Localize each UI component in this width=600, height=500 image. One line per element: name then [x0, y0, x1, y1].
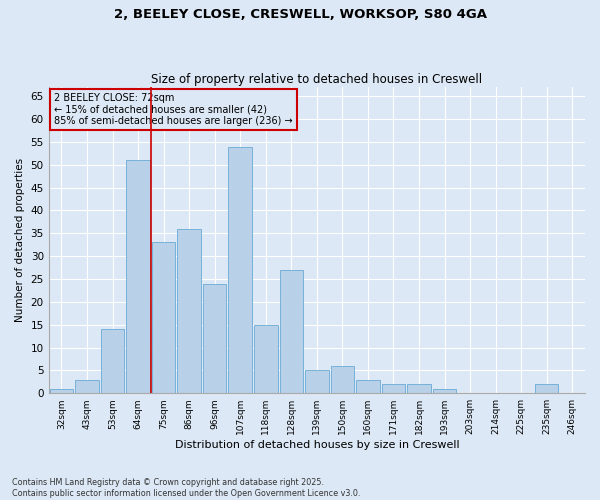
Bar	[280, 270, 303, 393]
Bar	[407, 384, 431, 393]
Bar	[433, 388, 456, 393]
Bar	[101, 330, 124, 393]
Bar	[152, 242, 175, 393]
Bar	[356, 380, 380, 393]
Bar	[203, 284, 226, 393]
Y-axis label: Number of detached properties: Number of detached properties	[15, 158, 25, 322]
Bar	[229, 146, 252, 393]
Bar	[75, 380, 99, 393]
Bar	[50, 388, 73, 393]
Bar	[535, 384, 559, 393]
Bar	[331, 366, 354, 393]
Title: Size of property relative to detached houses in Creswell: Size of property relative to detached ho…	[151, 73, 482, 86]
Bar	[305, 370, 329, 393]
Text: Contains HM Land Registry data © Crown copyright and database right 2025.
Contai: Contains HM Land Registry data © Crown c…	[12, 478, 361, 498]
Text: 2, BEELEY CLOSE, CRESWELL, WORKSOP, S80 4GA: 2, BEELEY CLOSE, CRESWELL, WORKSOP, S80 …	[113, 8, 487, 20]
Bar	[382, 384, 405, 393]
Text: 2 BEELEY CLOSE: 72sqm
← 15% of detached houses are smaller (42)
85% of semi-deta: 2 BEELEY CLOSE: 72sqm ← 15% of detached …	[54, 92, 293, 126]
Bar	[254, 324, 278, 393]
Bar	[178, 229, 201, 393]
X-axis label: Distribution of detached houses by size in Creswell: Distribution of detached houses by size …	[175, 440, 459, 450]
Bar	[127, 160, 150, 393]
